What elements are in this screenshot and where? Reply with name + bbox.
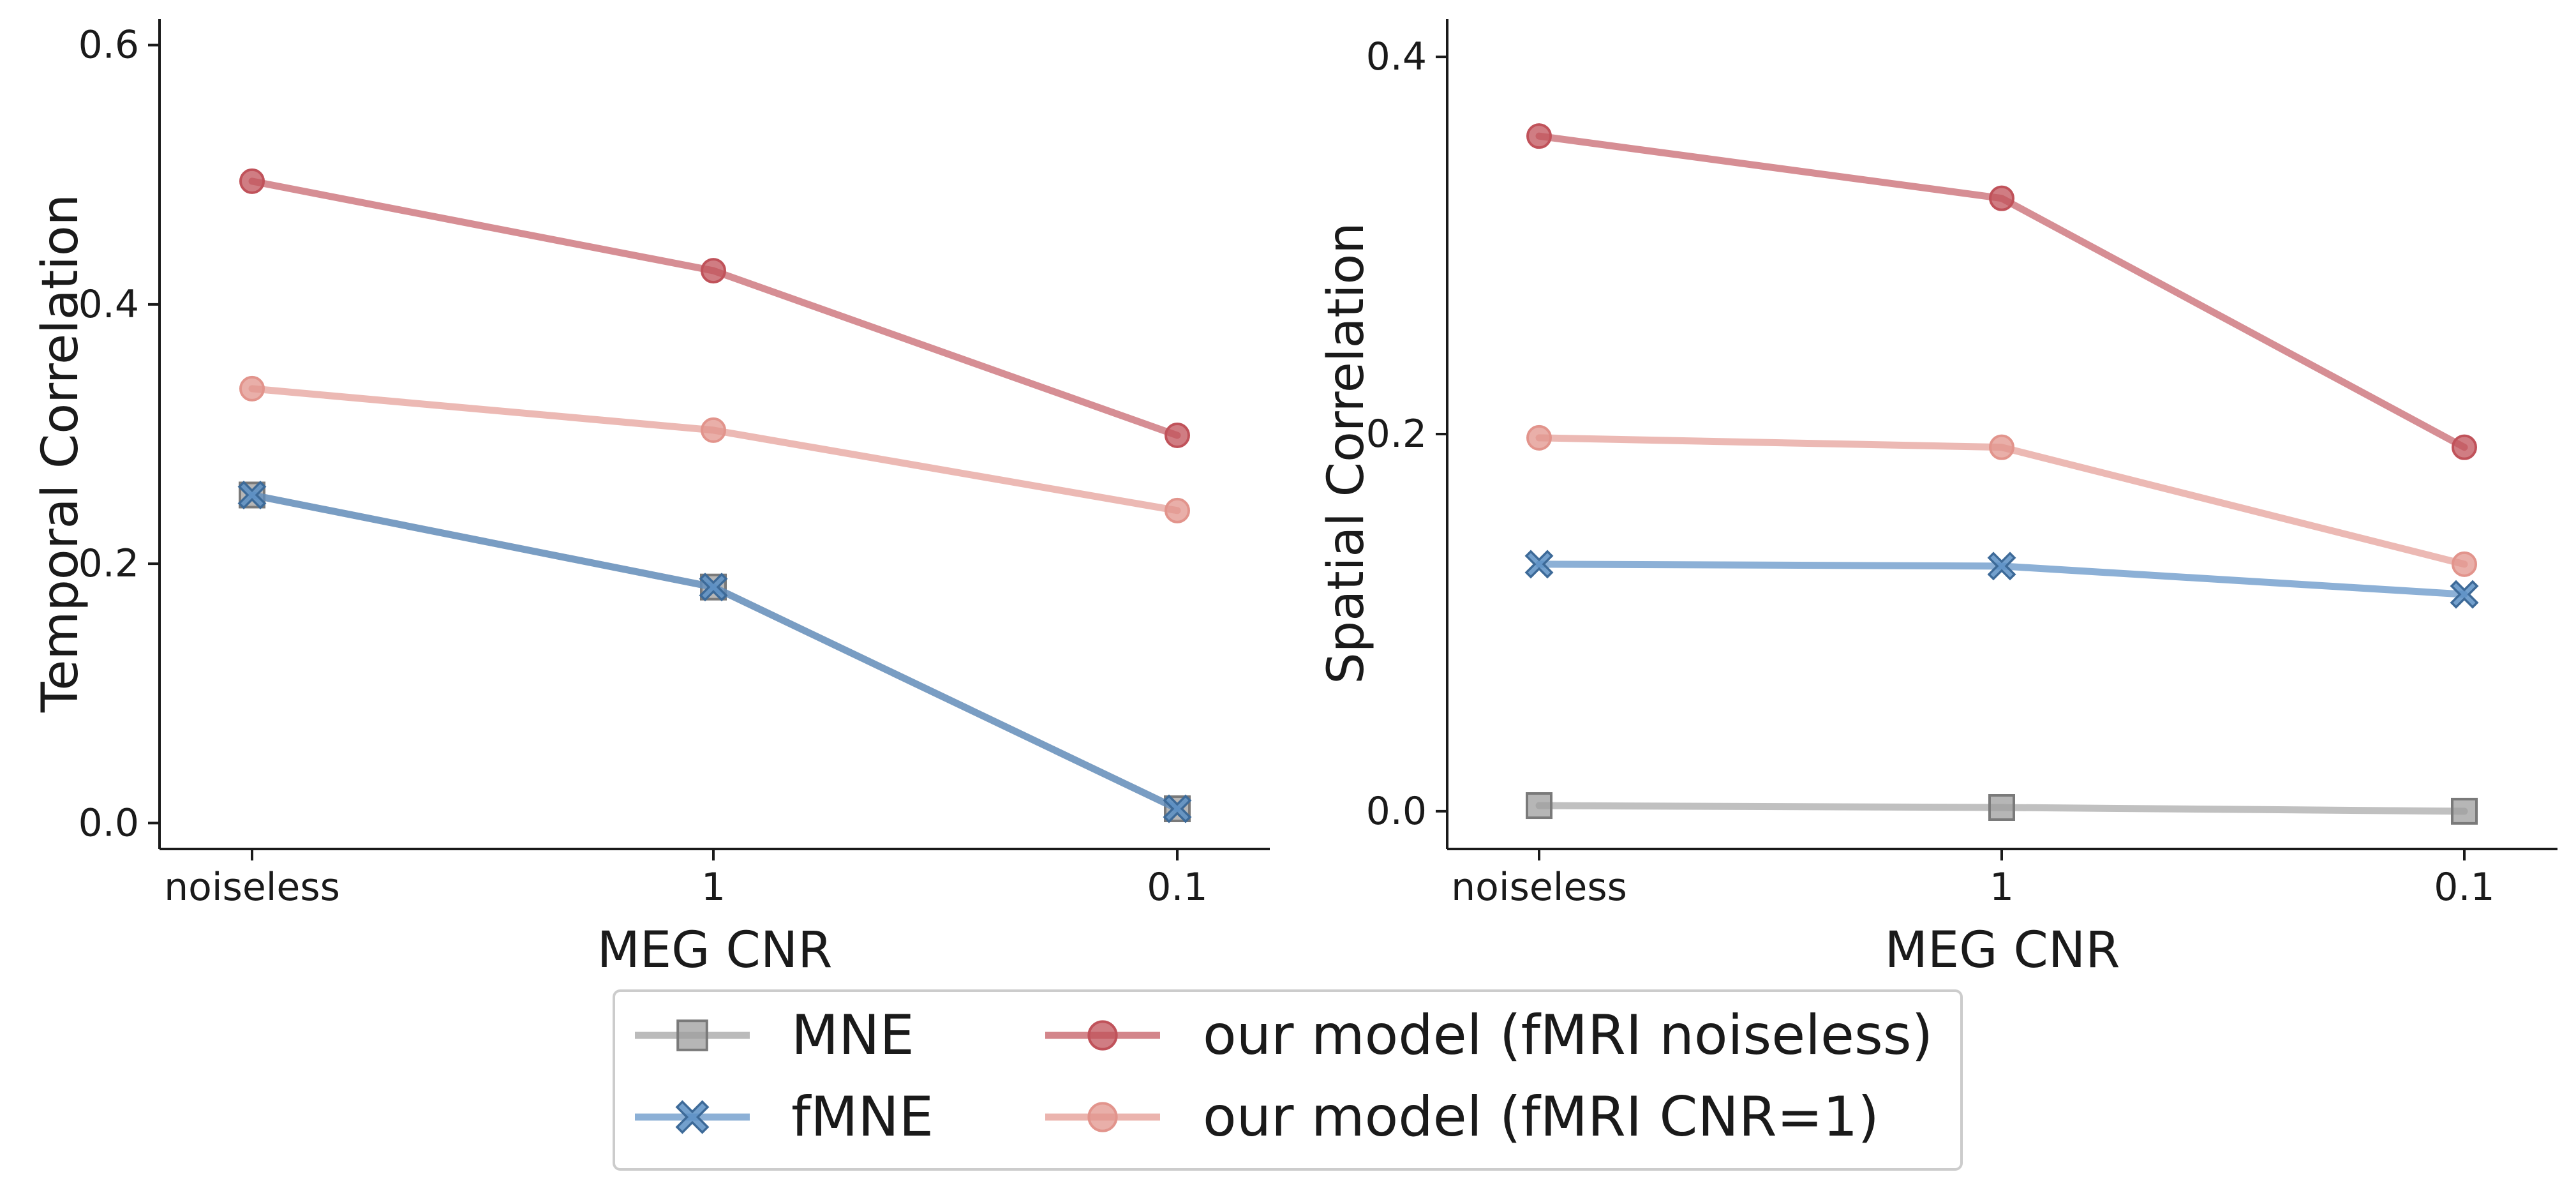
data-point-our-model-fmri-cnr-1: [239, 375, 265, 402]
data-point-fmne: [1524, 550, 1554, 579]
legend-marker: [675, 1100, 710, 1134]
series-our-model-fmri-noiseless: [1526, 123, 2477, 460]
series-mne: [1526, 792, 2478, 825]
y-axis-label: Temporal Correlation: [32, 194, 89, 713]
legend-marker: [1087, 1020, 1118, 1051]
x-tick-label: 1: [1990, 865, 2014, 910]
data-point-fmne: [699, 573, 728, 602]
y-tick-label: 0.6: [78, 23, 139, 68]
data-point-our-model-fmri-noiseless: [2452, 434, 2477, 460]
data-point-fmne: [237, 480, 267, 509]
y-tick-label: 0.0: [78, 800, 139, 845]
spatial-correlation-panel: 0.0 0.2 0.4 noiseless 1 0.1 MEG CNR Spatial Cor…: [1318, 19, 2557, 979]
legend-entry-our-model-fmri-cnr-1: our model (fMRI CNR=1): [1045, 1085, 1879, 1149]
series-line-our-model-fmri-noiseless: [1535, 132, 2468, 451]
y-axis-label: Spatial Correlation: [1318, 222, 1375, 684]
x-axis-label: MEG CNR: [1885, 922, 2120, 979]
data-point-mne: [1988, 794, 2015, 821]
x-axis-label: MEG CNR: [597, 922, 833, 979]
data-point-our-model-fmri-noiseless: [1165, 423, 1190, 449]
y-tick-label: 0.4: [1366, 34, 1427, 79]
legend-entry-mne: MNE: [635, 1003, 914, 1067]
legend-entry-fmne: fMNE: [635, 1085, 934, 1149]
data-point-mne: [1526, 792, 1552, 820]
legend-label: MNE: [791, 1003, 914, 1067]
data-point-our-model-fmri-cnr-1: [701, 417, 726, 443]
data-point-fmne: [2450, 580, 2479, 609]
series-our-model-fmri-cnr-1: [1526, 424, 2477, 577]
legend-marker: [676, 1019, 708, 1051]
data-point-our-model-fmri-cnr-1: [1526, 424, 1552, 451]
legend-label: our model (fMRI CNR=1): [1203, 1085, 1879, 1149]
y-tick-label: 0.2: [1366, 412, 1427, 456]
x-tick-label: noiseless: [1451, 865, 1627, 910]
series-mne: [239, 481, 1191, 823]
legend-entry-our-model-fmri-noiseless: our model (fMRI noiseless): [1045, 1003, 1933, 1067]
data-point-fmne: [1987, 552, 2016, 581]
y-tick-label: 0.2: [78, 541, 139, 586]
y-tick-label: 0.4: [78, 282, 139, 327]
series-fmne: [1524, 550, 2479, 609]
legend-box: [613, 989, 1963, 1171]
series-our-model-fmri-cnr-1: [239, 375, 1190, 523]
series-line-fmne: [248, 491, 1181, 813]
data-point-our-model-fmri-cnr-1: [2452, 551, 2477, 577]
temporal-correlation-panel: 0.0 0.2 0.4 0.6 noiseless 1 0.1 MEG CNR Temporal…: [32, 19, 1270, 979]
series-line-mne: [248, 491, 1181, 813]
x-tick-label: 0.1: [2434, 865, 2494, 910]
y-tick-label: 0.0: [1366, 789, 1427, 834]
data-point-mne: [2451, 797, 2478, 825]
series-line-our-model-fmri-noiseless: [248, 177, 1181, 439]
legend-marker: [1087, 1102, 1118, 1132]
series-our-model-fmri-noiseless: [239, 168, 1190, 449]
data-point-our-model-fmri-noiseless: [1526, 123, 1552, 149]
series-line-our-model-fmri-cnr-1: [248, 385, 1181, 514]
data-point-our-model-fmri-cnr-1: [1165, 497, 1190, 523]
data-point-our-model-fmri-cnr-1: [1989, 434, 2014, 460]
data-point-our-model-fmri-noiseless: [701, 258, 726, 284]
data-point-fmne: [1163, 794, 1192, 823]
x-tick-label: 1: [701, 865, 726, 910]
x-tick-label: noiseless: [164, 865, 340, 910]
data-point-our-model-fmri-noiseless: [1989, 185, 2014, 211]
legend-label: our model (fMRI noiseless): [1203, 1003, 1933, 1067]
data-point-our-model-fmri-noiseless: [239, 168, 265, 194]
legend-label: fMNE: [791, 1085, 934, 1149]
series-fmne: [237, 480, 1192, 823]
x-tick-label: 0.1: [1147, 865, 1207, 910]
legend: MNE fMNE our model (fMRI noiseless) our mod…: [613, 989, 1963, 1171]
